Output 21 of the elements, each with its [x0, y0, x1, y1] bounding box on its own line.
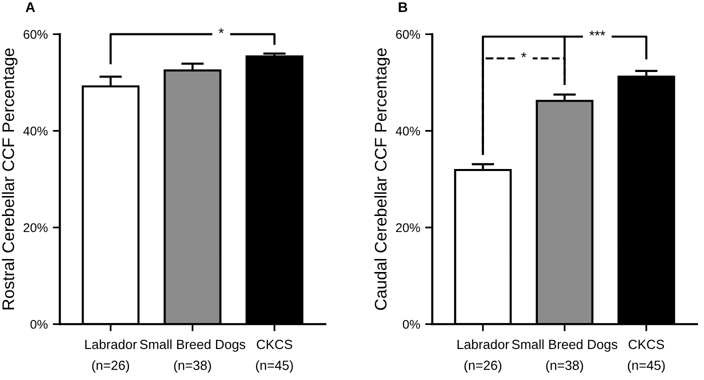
y-tick-label: 20% — [24, 223, 48, 232]
x-tick-label: Small Breed Dogs (n=38) — [512, 339, 618, 373]
x-tick-label: CKCS (n=45) — [256, 340, 293, 373]
y-tick-label: 40% — [396, 126, 420, 136]
text: * — [218, 28, 224, 34]
chart-title: A — [26, 2, 35, 12]
y-tick-label: 60% — [24, 30, 48, 39]
x-tick-label: Labrador (n=26) — [85, 339, 137, 373]
y-tick-label: 60% — [396, 30, 420, 39]
x-tick-label: Labrador (n=26) — [458, 339, 510, 373]
annotation: * — [521, 52, 526, 58]
x-tick-label: CKCS (n=45) — [628, 340, 665, 373]
y-axis-title: Caudal Cerebellar CCF Percentage — [374, 48, 390, 310]
y-tick-label: 20% — [396, 223, 420, 232]
annotation: *** — [589, 30, 606, 36]
x-tick-label: Small Breed Dogs (n=38) — [140, 339, 246, 373]
y-tick-label: 40% — [23, 126, 48, 136]
y-axis-title: Rostral Cerebellar CCF Percentage — [2, 48, 18, 310]
y-tick-label: 0% — [30, 320, 48, 329]
y-tick-label: 0% — [402, 320, 420, 329]
chart-title: B — [398, 2, 408, 12]
